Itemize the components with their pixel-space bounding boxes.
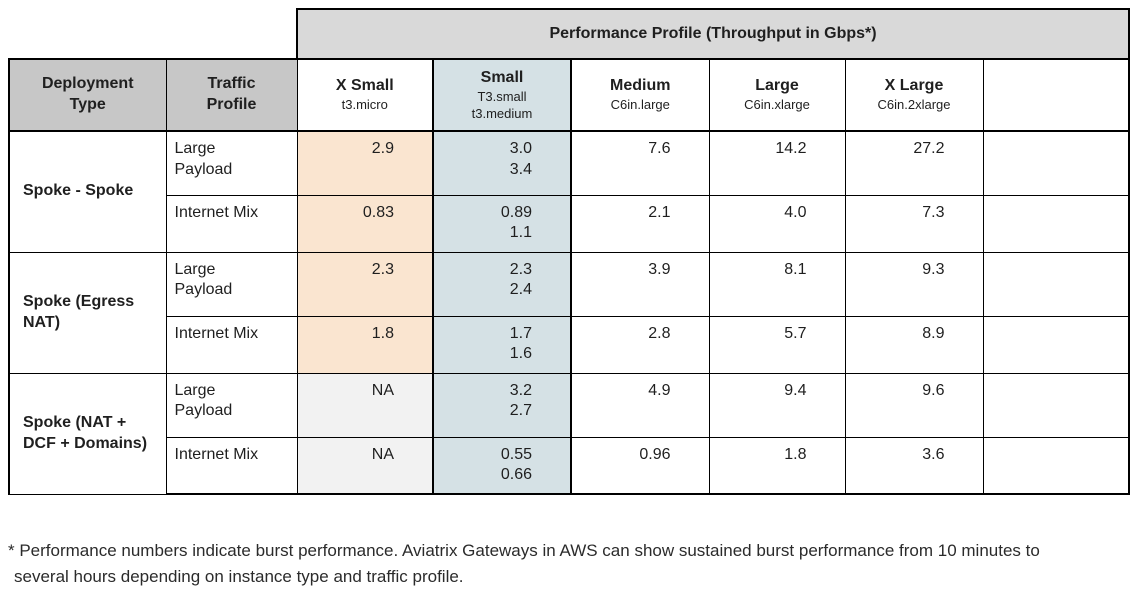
size-instance-large: C6in.xlarge xyxy=(744,97,810,113)
empty-cell xyxy=(982,194,1131,253)
empty-cell xyxy=(982,315,1131,374)
value-cell: 3.2 2.7 xyxy=(432,372,572,438)
value-cell: 2.3 2.4 xyxy=(432,251,572,317)
value-cell: 1.8 xyxy=(296,315,434,374)
value-cell: 0.96 xyxy=(570,436,710,495)
value-cell: 8.9 xyxy=(844,315,984,374)
table-row: Internet Mix NA 0.55 0.66 0.96 1.8 3.6 xyxy=(9,436,1131,495)
size-instance-medium: C6in.large xyxy=(610,97,670,113)
value-cell: 7.6 xyxy=(570,130,710,196)
value-cell: 2.9 xyxy=(296,130,434,196)
banner-spacer xyxy=(9,9,297,59)
traffic-large-payload: Large Payload xyxy=(165,251,298,317)
col-header-empty xyxy=(982,58,1131,132)
header-row: Deployment Type Traffic Profile X Small … xyxy=(8,58,1131,132)
value-cell: 1.7 1.6 xyxy=(432,315,572,374)
col-header-traffic-profile: Traffic Profile xyxy=(165,58,298,132)
table-row: Internet Mix 0.83 0.89 1.1 2.1 4.0 7.3 xyxy=(9,194,1131,253)
performance-footnote: * Performance numbers indicate burst per… xyxy=(8,538,1132,591)
value-cell: 9.4 xyxy=(708,372,846,438)
value-cell: 2.1 xyxy=(570,194,710,253)
value-cell: NA xyxy=(296,372,434,438)
table-row: Spoke (Egress NAT) Large Payload 2.3 2.3… xyxy=(8,251,1131,374)
value-cell: 3.0 3.4 xyxy=(432,130,572,196)
traffic-internet-mix: Internet Mix xyxy=(165,194,298,253)
value-cell: 4.0 xyxy=(708,194,846,253)
col-header-medium: Medium C6in.large xyxy=(570,58,710,132)
value-cell: 0.89 1.1 xyxy=(432,194,572,253)
value-cell: 0.83 xyxy=(296,194,434,253)
value-cell: 4.9 xyxy=(570,372,710,438)
empty-cell xyxy=(982,251,1131,317)
size-name-xsmall: X Small xyxy=(335,77,394,95)
value-cell: 8.1 xyxy=(708,251,846,317)
size-name-small: Small xyxy=(480,68,524,86)
deployment-spoke-nat-dcf-domains: Spoke (NAT + DCF + Domains) xyxy=(8,372,167,495)
table-row: Spoke (NAT + DCF + Domains) Large Payloa… xyxy=(8,372,1131,495)
value-cell: 5.7 xyxy=(708,315,846,374)
col-header-xlarge: X Large C6in.2xlarge xyxy=(844,58,984,132)
traffic-internet-mix: Internet Mix xyxy=(165,315,298,374)
table-row: Spoke - Spoke Large Payload 2.9 3.0 3.4 … xyxy=(8,130,1131,253)
empty-cell xyxy=(982,130,1131,196)
value-cell: 2.8 xyxy=(570,315,710,374)
deployment-spoke-spoke: Spoke - Spoke xyxy=(8,130,167,253)
value-cell: 27.2 xyxy=(844,130,984,196)
performance-table: Performance Profile (Throughput in Gbps*… xyxy=(8,8,1131,495)
empty-cell xyxy=(982,372,1131,438)
table-title: Performance Profile (Throughput in Gbps*… xyxy=(295,8,1131,60)
value-cell: NA xyxy=(296,436,434,495)
size-name-large: Large xyxy=(755,77,799,95)
traffic-large-payload: Large Payload xyxy=(165,372,298,438)
traffic-internet-mix: Internet Mix xyxy=(165,436,298,495)
col-header-deployment-type: Deployment Type xyxy=(8,58,167,132)
value-cell: 14.2 xyxy=(708,130,846,196)
size-instance-small: T3.small t3.medium xyxy=(471,88,533,121)
table-row: Internet Mix 1.8 1.7 1.6 2.8 5.7 8.9 xyxy=(9,315,1131,374)
value-cell: 2.3 xyxy=(296,251,434,317)
size-instance-xsmall: t3.micro xyxy=(341,97,388,113)
banner-row: Performance Profile (Throughput in Gbps*… xyxy=(9,8,1131,60)
traffic-large-payload: Large Payload xyxy=(165,130,298,196)
value-cell: 9.6 xyxy=(844,372,984,438)
value-cell: 1.8 xyxy=(708,436,846,495)
value-cell: 0.55 0.66 xyxy=(432,436,572,495)
deployment-spoke-egress-nat: Spoke (Egress NAT) xyxy=(8,251,167,374)
throughput-table-wrapper: Performance Profile (Throughput in Gbps*… xyxy=(8,8,1131,495)
value-cell: 7.3 xyxy=(844,194,984,253)
value-cell: 9.3 xyxy=(844,251,984,317)
size-name-medium: Medium xyxy=(610,77,671,95)
footnote-line-2: several hours depending on instance type… xyxy=(14,567,464,587)
col-header-large: Large C6in.xlarge xyxy=(708,58,846,132)
value-cell: 3.6 xyxy=(844,436,984,495)
size-instance-xlarge: C6in.2xlarge xyxy=(877,97,951,113)
col-header-xsmall: X Small t3.micro xyxy=(296,58,434,132)
footnote-line-1: * Performance numbers indicate burst per… xyxy=(8,541,1040,560)
empty-cell xyxy=(982,436,1131,495)
value-cell: 3.9 xyxy=(570,251,710,317)
size-name-xlarge: X Large xyxy=(884,77,944,95)
col-header-small: Small T3.small t3.medium xyxy=(432,58,572,132)
